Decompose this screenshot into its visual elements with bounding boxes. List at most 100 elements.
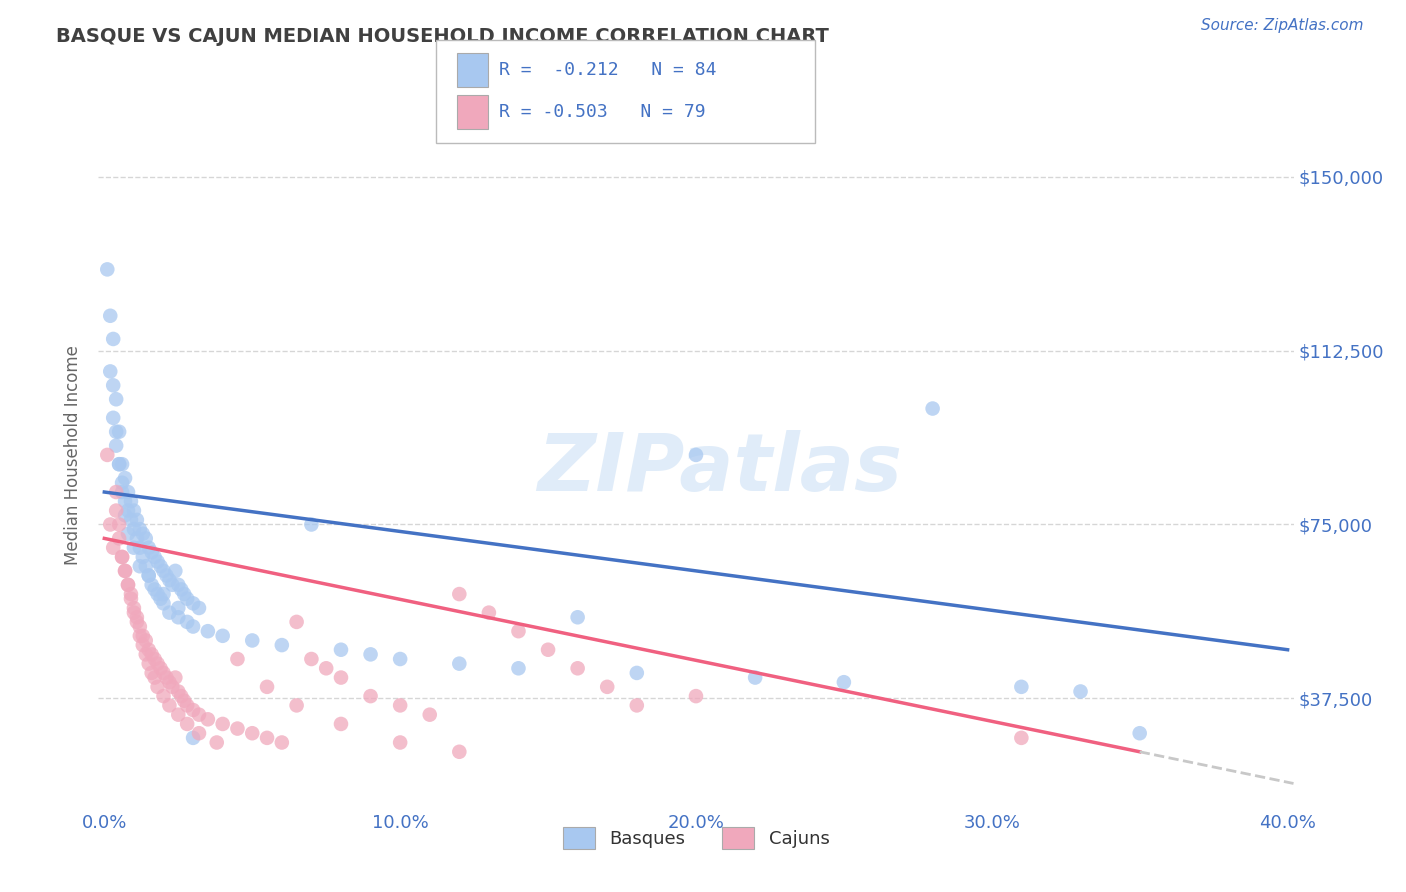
Point bbox=[165, 564, 187, 578]
Point bbox=[165, 671, 187, 685]
Point bbox=[135, 559, 157, 574]
Point bbox=[128, 559, 150, 574]
Point bbox=[240, 633, 263, 648]
Point bbox=[685, 689, 707, 703]
Point bbox=[146, 555, 169, 569]
Point bbox=[626, 698, 648, 713]
Point bbox=[96, 262, 118, 277]
Point bbox=[132, 549, 155, 564]
Point bbox=[135, 648, 157, 662]
Point bbox=[157, 606, 180, 620]
Point bbox=[152, 689, 174, 703]
Point bbox=[128, 541, 150, 555]
Point bbox=[108, 517, 131, 532]
Point bbox=[1070, 684, 1092, 698]
Point bbox=[167, 578, 190, 592]
Point bbox=[256, 731, 278, 745]
Point bbox=[211, 717, 233, 731]
Point bbox=[122, 541, 145, 555]
Point bbox=[117, 578, 139, 592]
Text: ZIPatlas: ZIPatlas bbox=[537, 430, 903, 508]
Point bbox=[176, 591, 198, 606]
Point bbox=[832, 675, 855, 690]
Point bbox=[96, 448, 118, 462]
Point bbox=[132, 526, 155, 541]
Point bbox=[143, 582, 166, 597]
Point bbox=[360, 648, 382, 662]
Point bbox=[285, 615, 308, 629]
Point bbox=[103, 332, 125, 346]
Point bbox=[128, 619, 150, 633]
Point bbox=[211, 629, 233, 643]
Point bbox=[138, 541, 160, 555]
Point bbox=[449, 657, 471, 671]
Point bbox=[389, 698, 412, 713]
Point bbox=[330, 717, 353, 731]
Point bbox=[685, 448, 707, 462]
Point bbox=[1010, 680, 1032, 694]
Point bbox=[103, 410, 125, 425]
Point bbox=[132, 638, 155, 652]
Point bbox=[122, 522, 145, 536]
Point bbox=[128, 629, 150, 643]
Point bbox=[176, 698, 198, 713]
Point bbox=[315, 661, 337, 675]
Point bbox=[197, 712, 219, 726]
Point bbox=[117, 578, 139, 592]
Point bbox=[117, 485, 139, 500]
Point bbox=[285, 698, 308, 713]
Point bbox=[299, 652, 322, 666]
Point bbox=[120, 513, 142, 527]
Point bbox=[205, 735, 228, 749]
Point bbox=[138, 568, 160, 582]
Point bbox=[111, 485, 134, 500]
Point bbox=[270, 735, 292, 749]
Point bbox=[143, 549, 166, 564]
Point bbox=[157, 698, 180, 713]
Point bbox=[152, 564, 174, 578]
Point bbox=[162, 680, 184, 694]
Point bbox=[125, 513, 148, 527]
Point bbox=[114, 564, 136, 578]
Point bbox=[122, 503, 145, 517]
Point bbox=[270, 638, 292, 652]
Point bbox=[181, 703, 204, 717]
Point bbox=[111, 457, 134, 471]
Point bbox=[138, 657, 160, 671]
Point bbox=[626, 665, 648, 680]
Point bbox=[117, 526, 139, 541]
Point bbox=[105, 485, 128, 500]
Point bbox=[149, 661, 172, 675]
Point bbox=[167, 684, 190, 698]
Point bbox=[256, 680, 278, 694]
Point bbox=[103, 541, 125, 555]
Point bbox=[567, 610, 589, 624]
Point bbox=[567, 661, 589, 675]
Point bbox=[152, 587, 174, 601]
Point bbox=[478, 606, 501, 620]
Point bbox=[176, 717, 198, 731]
Point bbox=[226, 722, 249, 736]
Point bbox=[152, 665, 174, 680]
Text: BASQUE VS CAJUN MEDIAN HOUSEHOLD INCOME CORRELATION CHART: BASQUE VS CAJUN MEDIAN HOUSEHOLD INCOME … bbox=[56, 27, 830, 45]
Point bbox=[167, 707, 190, 722]
Point bbox=[149, 559, 172, 574]
Point bbox=[170, 689, 193, 703]
Point bbox=[596, 680, 619, 694]
Point bbox=[98, 364, 121, 378]
Point bbox=[173, 694, 195, 708]
Point bbox=[167, 610, 190, 624]
Point bbox=[98, 517, 121, 532]
Point bbox=[508, 624, 530, 639]
Point bbox=[152, 596, 174, 610]
Point bbox=[157, 675, 180, 690]
Point bbox=[744, 671, 766, 685]
Point bbox=[98, 309, 121, 323]
Point bbox=[132, 629, 155, 643]
Point bbox=[146, 657, 169, 671]
Y-axis label: Median Household Income: Median Household Income bbox=[65, 345, 83, 565]
Point bbox=[138, 642, 160, 657]
Point bbox=[117, 503, 139, 517]
Point bbox=[537, 642, 560, 657]
Legend: Basques, Cajuns: Basques, Cajuns bbox=[555, 820, 837, 856]
